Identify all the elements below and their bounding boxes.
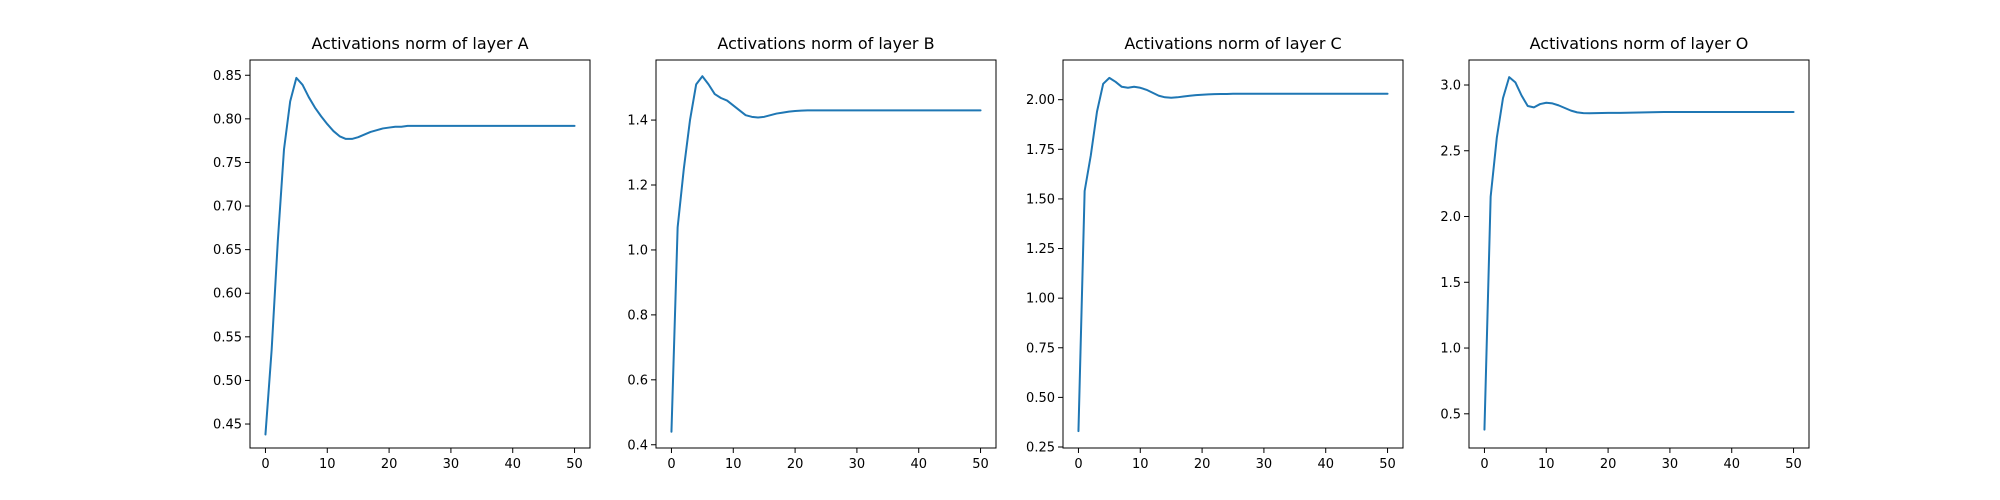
x-tick-label: 20 xyxy=(381,457,398,472)
y-tick-label: 0.55 xyxy=(213,330,242,345)
x-tick-label: 50 xyxy=(1379,457,1396,472)
x-tick-label: 10 xyxy=(319,457,336,472)
y-tick-label: 1.2 xyxy=(627,179,648,194)
y-tick-label: 0.85 xyxy=(213,69,242,84)
chart-panel-3: Activations norm of layer O 0 10 20 30 40 50 0.… xyxy=(1440,34,1810,472)
x-tick-label: 0 xyxy=(261,457,269,472)
axes-frame xyxy=(655,59,997,449)
x-tick-label: 40 xyxy=(910,457,927,472)
chart-panel-1: Activations norm of layer B 0 10 20 30 40 50 0.… xyxy=(627,34,997,472)
y-tick-label: 0.45 xyxy=(213,418,242,433)
x-tick-label: 30 xyxy=(443,457,460,472)
x-tick-label: 20 xyxy=(1600,457,1617,472)
series-line xyxy=(1483,76,1795,431)
x-tick-label: 30 xyxy=(849,457,866,472)
chart-title: Activations norm of layer A xyxy=(311,34,528,53)
y-tick-label: 1.00 xyxy=(1026,292,1055,307)
x-tick-label: 40 xyxy=(1317,457,1334,472)
chart-title: Activations norm of layer B xyxy=(717,34,934,53)
y-tick-label: 2.00 xyxy=(1026,93,1055,108)
x-tick-label: 10 xyxy=(1538,457,1555,472)
x-tick-label: 20 xyxy=(1194,457,1211,472)
x-tick-label: 10 xyxy=(725,457,742,472)
chart-title: Activations norm of layer O xyxy=(1530,34,1749,53)
y-tick-label: 0.6 xyxy=(627,373,648,388)
y-tick-label: 0.4 xyxy=(627,438,648,453)
y-tick-label: 1.0 xyxy=(627,243,648,258)
y-tick-label: 0.8 xyxy=(627,308,648,323)
y-tick-label: 0.60 xyxy=(213,287,242,302)
y-tick-label: 0.75 xyxy=(1026,341,1055,356)
y-tick-label: 0.50 xyxy=(213,374,242,389)
y-tick-label: 2.0 xyxy=(1440,210,1461,225)
axes-frame xyxy=(1062,59,1404,449)
y-tick-label: 1.50 xyxy=(1026,192,1055,207)
chart-title: Activations norm of layer C xyxy=(1124,34,1341,53)
x-tick-label: 40 xyxy=(504,457,521,472)
x-tick-label: 50 xyxy=(566,457,583,472)
x-tick-label: 30 xyxy=(1256,457,1273,472)
series-line xyxy=(1077,76,1389,433)
y-tick-label: 3.0 xyxy=(1440,78,1461,93)
axes-frame xyxy=(1468,59,1810,449)
y-tick-label: 1.25 xyxy=(1026,242,1055,257)
y-tick-label: 0.80 xyxy=(213,112,242,127)
y-tick-label: 0.5 xyxy=(1440,407,1461,422)
x-tick-label: 50 xyxy=(1785,457,1802,472)
chart-panel-0: Activations norm of layer A 0 10 20 30 40 50 0.… xyxy=(213,34,591,472)
y-tick-label: 1.0 xyxy=(1440,342,1461,357)
x-tick-label: 10 xyxy=(1132,457,1149,472)
y-tick-label: 1.4 xyxy=(627,114,648,129)
series-line xyxy=(264,76,576,436)
y-tick-label: 0.65 xyxy=(213,243,242,258)
x-tick-label: 50 xyxy=(972,457,989,472)
y-tick-label: 0.70 xyxy=(213,200,242,215)
x-tick-label: 30 xyxy=(1662,457,1679,472)
y-tick-label: 1.5 xyxy=(1440,276,1461,291)
y-tick-label: 2.5 xyxy=(1440,144,1461,159)
x-tick-label: 40 xyxy=(1723,457,1740,472)
y-tick-label: 0.75 xyxy=(213,156,242,171)
series-line xyxy=(670,75,982,433)
y-tick-label: 0.50 xyxy=(1026,391,1055,406)
y-tick-label: 0.25 xyxy=(1026,441,1055,456)
axes-frame xyxy=(249,59,591,449)
y-tick-label: 1.75 xyxy=(1026,143,1055,158)
x-tick-label: 0 xyxy=(1480,457,1488,472)
x-tick-label: 20 xyxy=(787,457,804,472)
x-tick-label: 0 xyxy=(1074,457,1082,472)
chart-panel-2: Activations norm of layer C 0 10 20 30 40 50 0.… xyxy=(1026,34,1404,472)
x-tick-label: 0 xyxy=(667,457,675,472)
